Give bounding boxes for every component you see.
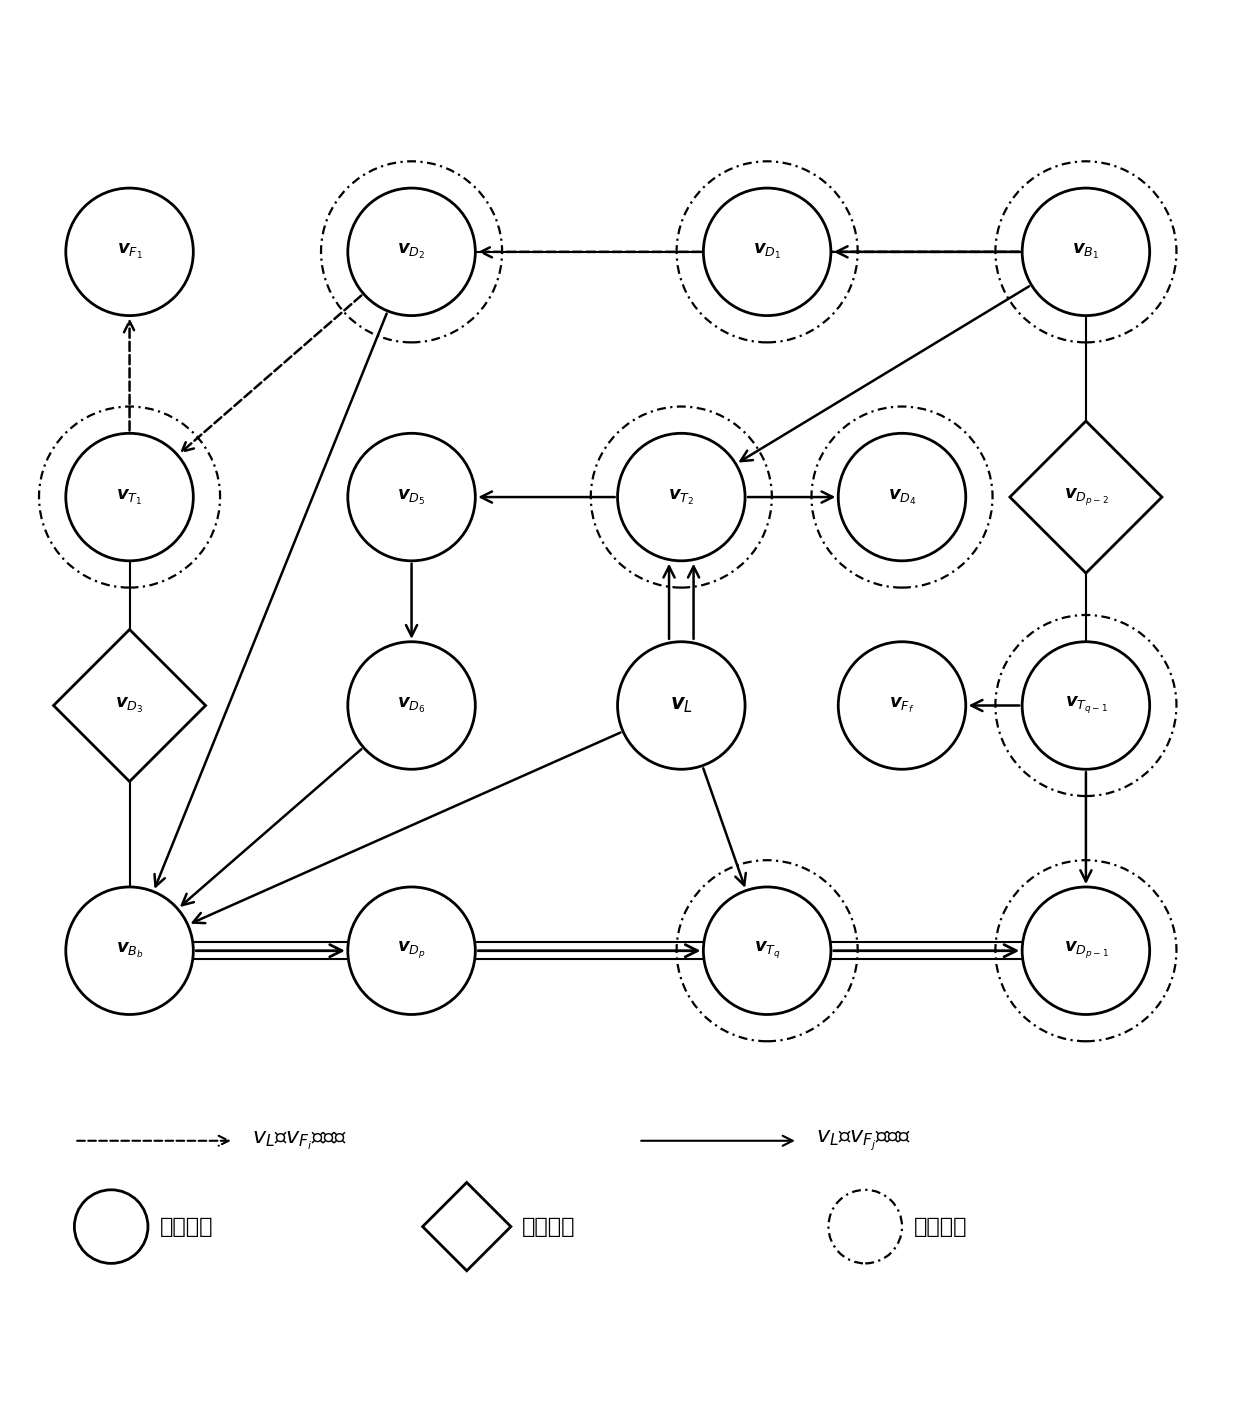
Text: $\boldsymbol{v}_L$: $\boldsymbol{v}_L$ [670, 696, 693, 715]
Circle shape [347, 188, 475, 316]
Text: $v_L$到$v_{F_i}$的路径: $v_L$到$v_{F_i}$的路径 [252, 1130, 347, 1151]
Circle shape [703, 888, 831, 1015]
Circle shape [838, 642, 966, 769]
Text: $\boldsymbol{v}_{F_{1}}$: $\boldsymbol{v}_{F_{1}}$ [117, 243, 143, 261]
Text: $\boldsymbol{v}_{D_{p-1}}$: $\boldsymbol{v}_{D_{p-1}}$ [1064, 940, 1109, 961]
Circle shape [703, 188, 831, 316]
Text: $\boldsymbol{v}_{F_{f}}$: $\boldsymbol{v}_{F_{f}}$ [889, 696, 915, 715]
Text: $\boldsymbol{v}_{T_{q}}$: $\boldsymbol{v}_{T_{q}}$ [754, 940, 781, 961]
Text: $\boldsymbol{v}_{D_{6}}$: $\boldsymbol{v}_{D_{6}}$ [397, 696, 425, 715]
Polygon shape [423, 1182, 511, 1271]
Text: 图的割点: 图的割点 [914, 1216, 967, 1236]
Circle shape [347, 888, 475, 1015]
Text: $\boldsymbol{v}_{T_{2}}$: $\boldsymbol{v}_{T_{2}}$ [668, 488, 694, 507]
Text: $\boldsymbol{v}_{D_{3}}$: $\boldsymbol{v}_{D_{3}}$ [115, 696, 144, 715]
Circle shape [618, 433, 745, 560]
Polygon shape [1009, 420, 1162, 573]
Circle shape [838, 433, 966, 560]
Circle shape [618, 642, 745, 769]
Text: $\boldsymbol{v}_{T_{q-1}}$: $\boldsymbol{v}_{T_{q-1}}$ [1064, 696, 1107, 715]
Text: $\boldsymbol{v}_{D_{1}}$: $\boldsymbol{v}_{D_{1}}$ [753, 243, 781, 261]
Text: $v_L$到$v_{F_j}$的路径: $v_L$到$v_{F_j}$的路径 [816, 1129, 911, 1153]
Text: $\boldsymbol{v}_{B_{b}}$: $\boldsymbol{v}_{B_{b}}$ [115, 941, 144, 961]
Text: $\boldsymbol{v}_{D_{2}}$: $\boldsymbol{v}_{D_{2}}$ [397, 243, 425, 261]
Circle shape [74, 1189, 148, 1263]
Circle shape [1022, 888, 1149, 1015]
Circle shape [66, 433, 193, 560]
Text: 顶点开位: 顶点开位 [522, 1216, 575, 1236]
Text: $\boldsymbol{v}_{D_{4}}$: $\boldsymbol{v}_{D_{4}}$ [888, 488, 916, 507]
Circle shape [347, 642, 475, 769]
Text: 顶点合位: 顶点合位 [160, 1216, 213, 1236]
Text: $\boldsymbol{v}_{D_{5}}$: $\boldsymbol{v}_{D_{5}}$ [397, 488, 425, 507]
Text: $\boldsymbol{v}_{B_{1}}$: $\boldsymbol{v}_{B_{1}}$ [1073, 243, 1100, 261]
Circle shape [1022, 188, 1149, 316]
Circle shape [347, 433, 475, 560]
Polygon shape [53, 629, 206, 782]
Circle shape [66, 188, 193, 316]
Circle shape [1022, 642, 1149, 769]
Text: $\boldsymbol{v}_{D_{p}}$: $\boldsymbol{v}_{D_{p}}$ [397, 940, 427, 961]
Circle shape [66, 888, 193, 1015]
Text: $\boldsymbol{v}_{T_{1}}$: $\boldsymbol{v}_{T_{1}}$ [117, 488, 143, 507]
Text: $\boldsymbol{v}_{D_{p-2}}$: $\boldsymbol{v}_{D_{p-2}}$ [1064, 487, 1109, 508]
